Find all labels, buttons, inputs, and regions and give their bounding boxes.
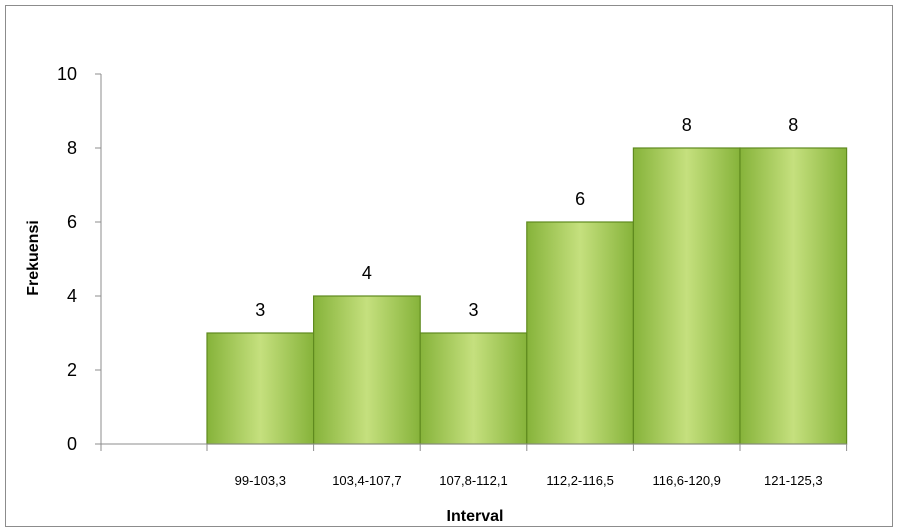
y-tick-label-4: 8 (67, 138, 77, 158)
category-label-3: 107,8-112,1 (439, 473, 507, 488)
category-label-1: 99-103,3 (235, 473, 286, 488)
axis-layer: 0 2 4 6 8 10 (57, 64, 848, 454)
category-label-2: 103,4-107,7 (332, 473, 401, 488)
data-label-4: 6 (575, 189, 585, 209)
y-axis-title: Frekuensi (25, 220, 42, 296)
x-axis-title: Interval (447, 508, 504, 525)
category-label-4: 112,2-116,5 (546, 473, 613, 488)
data-label-6: 8 (788, 115, 798, 135)
bar-2 (313, 295, 421, 445)
category-label-6: 121-125,3 (764, 473, 823, 488)
bar-3 (419, 332, 528, 445)
y-tick-label-3: 6 (67, 212, 77, 232)
data-label-2: 4 (362, 263, 372, 283)
data-label-5: 8 (682, 115, 692, 135)
bar-1 (206, 332, 315, 445)
category-label-5: 116,6-120,9 (652, 473, 720, 488)
y-tick-label-2: 4 (67, 286, 77, 306)
bars-layer: 3 99-103,3 4 103,4-107,7 3 107,8-112,1 6 112,2-… (206, 115, 848, 488)
data-label-3: 3 (468, 300, 478, 320)
bar-6 (739, 147, 848, 445)
data-label-1: 3 (255, 300, 265, 320)
y-tick-label-1: 2 (67, 360, 77, 380)
y-tick-label-0: 0 (67, 434, 77, 454)
bar-5 (632, 147, 741, 445)
y-tick-label-5: 10 (57, 64, 77, 84)
bar-4 (526, 221, 634, 445)
